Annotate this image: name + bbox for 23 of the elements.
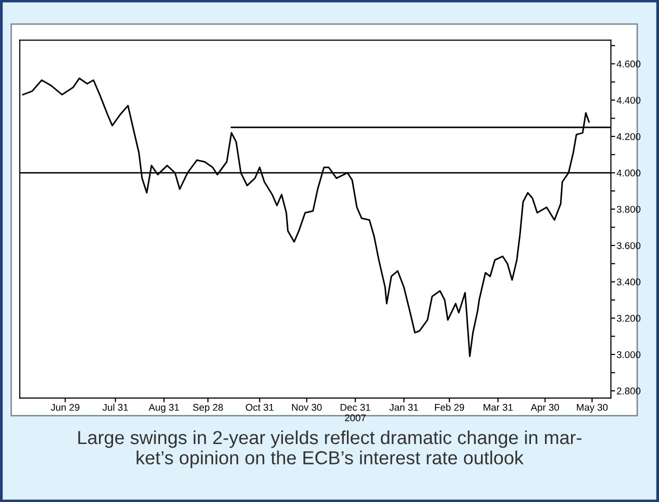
x-tick-label: Jul 31: [102, 404, 128, 411]
x-tick-label: May 30: [576, 404, 608, 413]
y-tick-label: 3.600: [616, 242, 640, 250]
x-tick-label: Oct 31: [246, 404, 274, 411]
y-tick-label: 3.400: [616, 278, 640, 286]
x-tick-label: Sep 28: [192, 404, 223, 413]
x-tick-label: Jun 29: [50, 404, 80, 411]
x-tick-label: Dec 31 2007: [340, 404, 370, 422]
text: Large swings in 2-year yields reflect dramatic change in mar- ket’s opinion on the ECB’s interest rate outlook: [78, 430, 582, 468]
y-tick-label: 4.200: [616, 133, 640, 140]
x-tick-label: Jan 31: [389, 404, 418, 411]
y-tick-label: 4.600: [616, 60, 640, 68]
y-tick-label: 4.400: [616, 96, 640, 104]
x-tick-label: Aug 31: [148, 404, 179, 413]
x-tick-label: Mar 31: [484, 404, 513, 411]
y-tick-label: 3.800: [616, 206, 640, 213]
x-tick-label: Feb 29: [435, 404, 464, 411]
x-tick-label: Nov 30: [292, 404, 322, 411]
y-tick-label: 3.200: [616, 314, 640, 322]
y-tick-label: 2.800: [616, 388, 640, 394]
y-tick-label: 3.000: [616, 351, 640, 358]
x-tick-label: Apr 30: [530, 404, 559, 413]
y-tick-label: 4.000: [616, 170, 640, 176]
